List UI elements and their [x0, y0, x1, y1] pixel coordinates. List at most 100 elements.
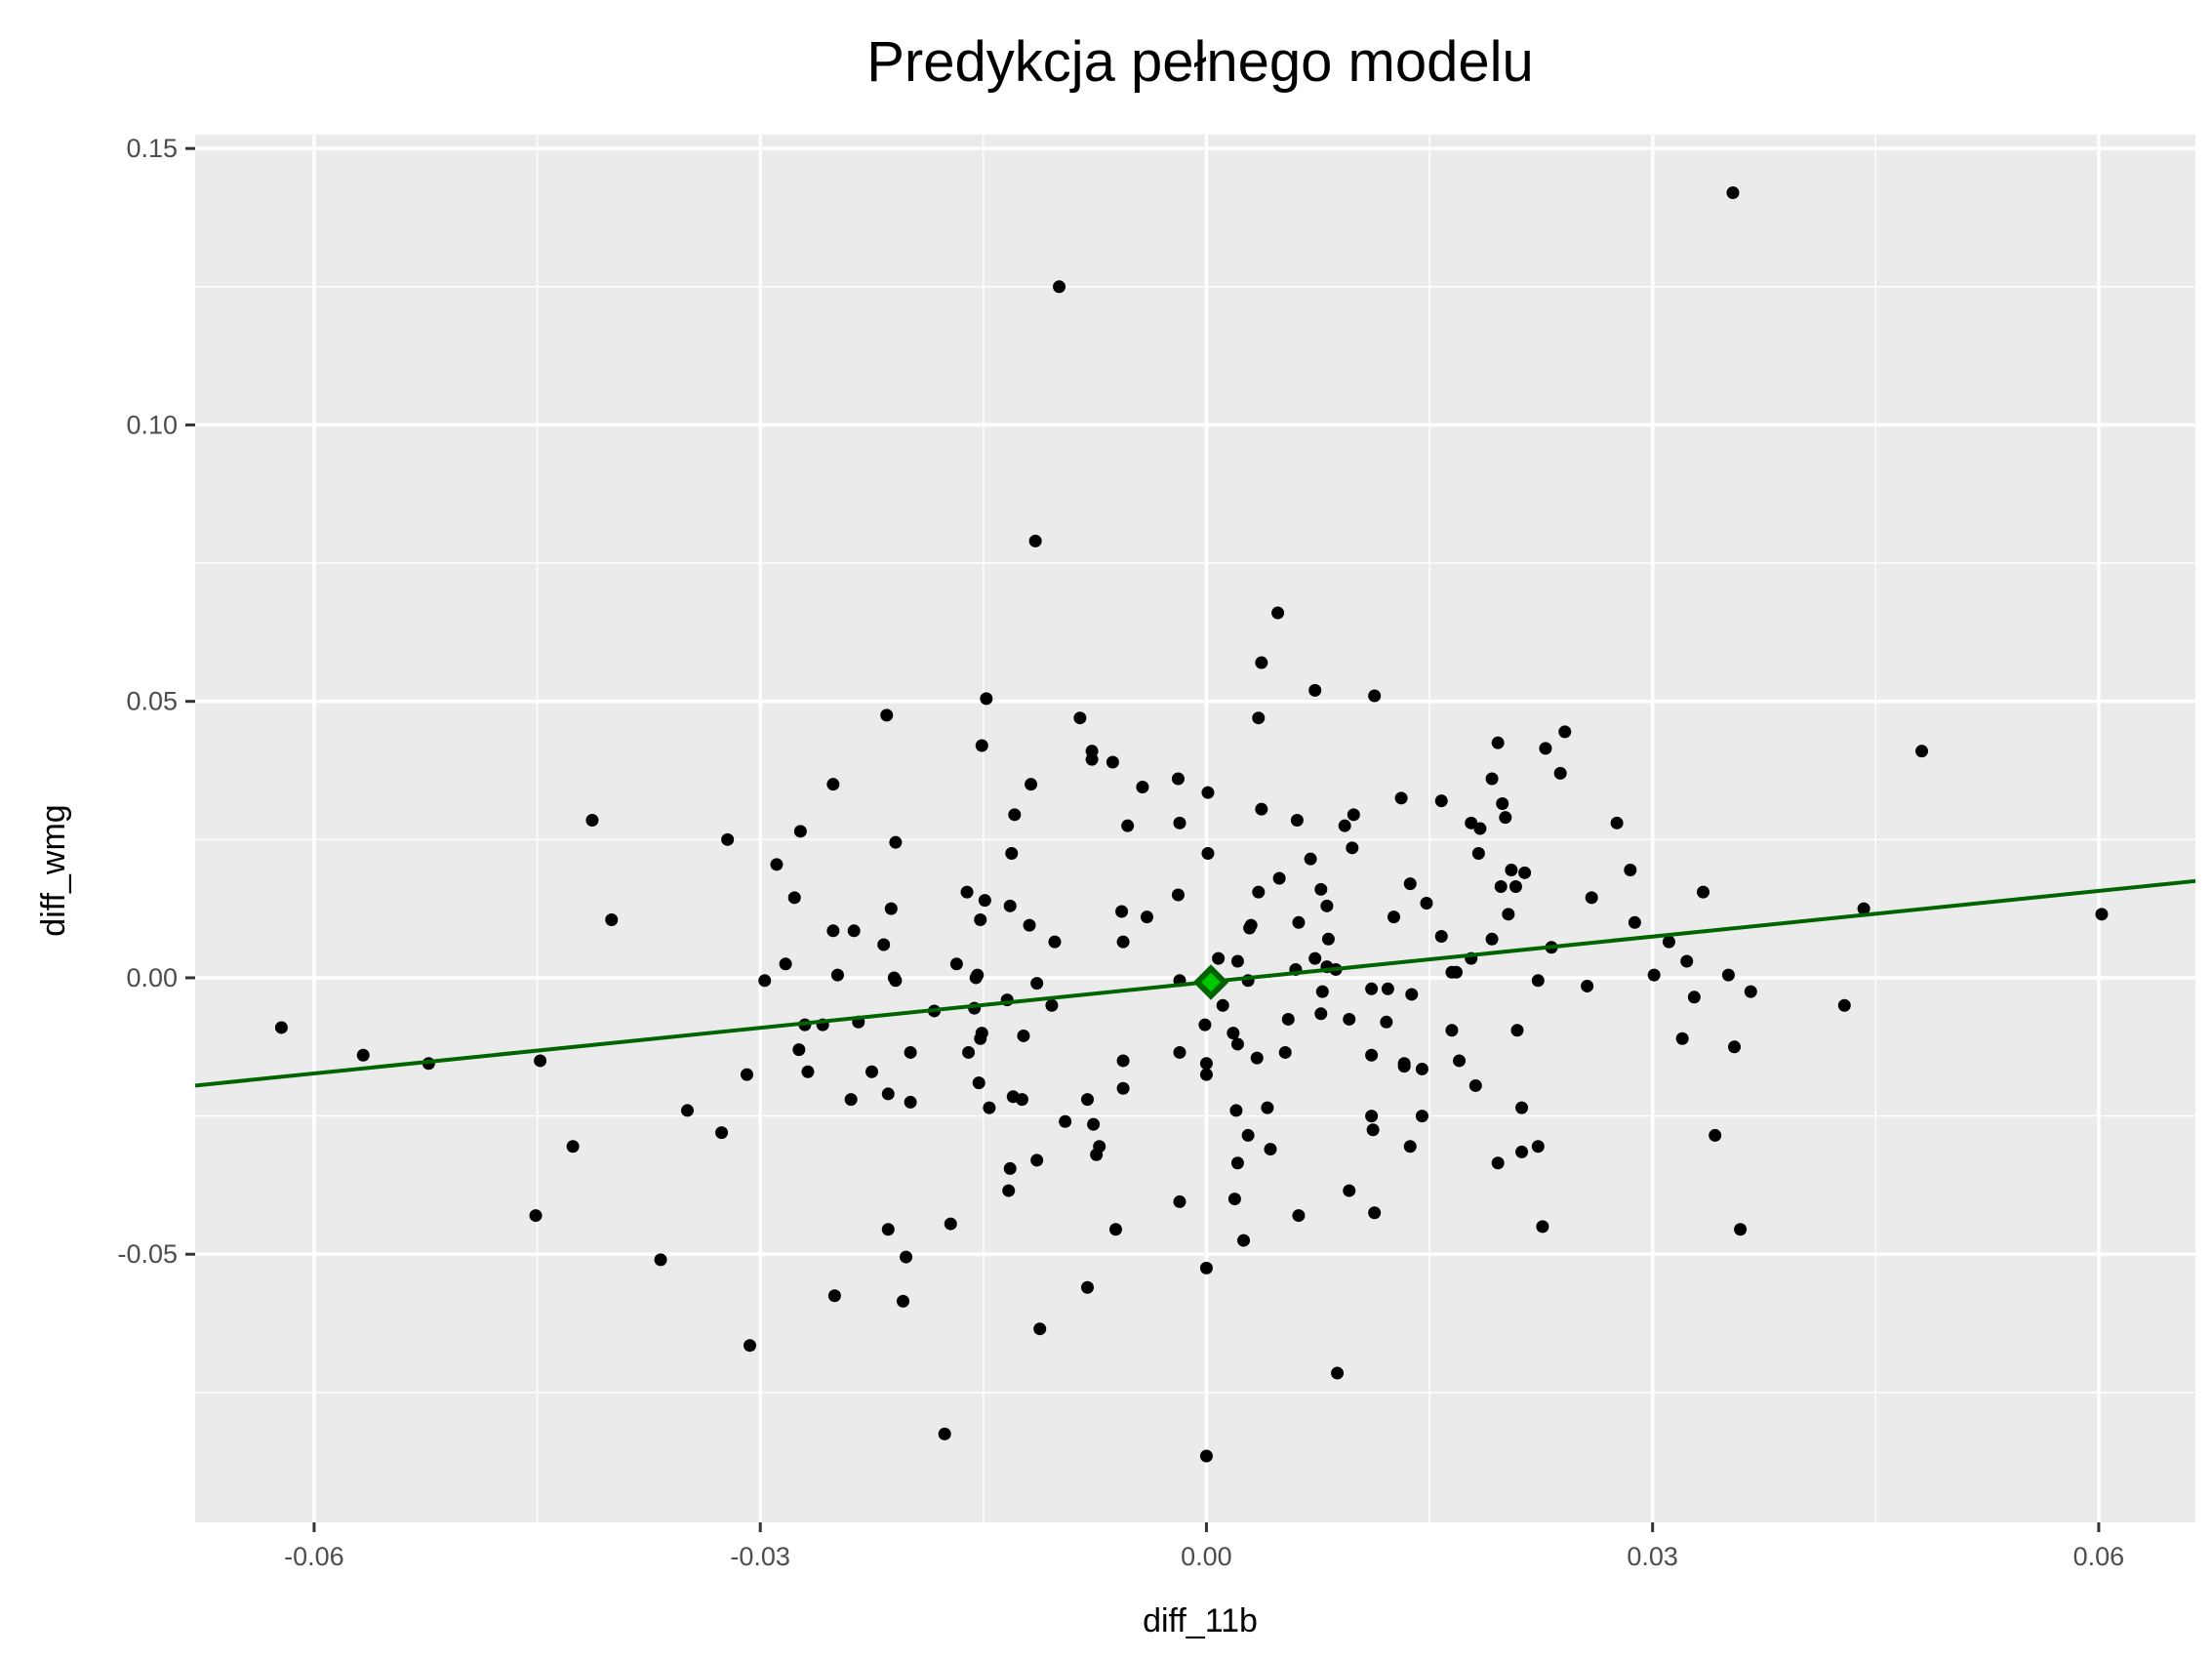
data-point: [1314, 1007, 1328, 1021]
data-point: [1403, 1140, 1417, 1153]
data-point: [1709, 1128, 1722, 1142]
data-point: [938, 1427, 951, 1440]
data-point: [904, 1095, 917, 1109]
data-point: [1397, 1060, 1411, 1073]
minor-grid: [195, 135, 2195, 1522]
chart-title: Predykcja pełnego modelu: [866, 30, 1534, 94]
data-point: [1380, 1015, 1393, 1029]
data-point: [534, 1054, 547, 1068]
data-point: [274, 1021, 288, 1034]
data-point: [830, 968, 844, 982]
data-point: [1173, 816, 1186, 830]
data-point: [1108, 1223, 1122, 1236]
data-point: [758, 974, 772, 988]
data-point: [1445, 1024, 1459, 1037]
data-point: [1314, 882, 1328, 896]
data-point: [1680, 954, 1694, 968]
data-point: [1471, 846, 1485, 860]
data-point: [1230, 1037, 1244, 1051]
data-point: [1675, 1032, 1689, 1045]
y-tick-label: 0.00: [126, 963, 178, 992]
data-point: [847, 924, 861, 938]
data-point: [792, 1043, 806, 1057]
data-point: [1173, 1045, 1186, 1059]
data-point: [1252, 711, 1266, 725]
data-point: [721, 832, 735, 846]
data-point: [881, 1223, 895, 1236]
data-point: [1201, 786, 1215, 799]
x-tick-label: 0.00: [1181, 1542, 1232, 1571]
data-point: [972, 1076, 985, 1090]
data-point: [1272, 871, 1286, 885]
data-point: [1292, 1209, 1306, 1223]
data-point: [1003, 1161, 1017, 1175]
data-point: [1624, 863, 1637, 876]
data-point: [787, 891, 801, 905]
data-point: [1485, 932, 1499, 946]
data-point: [1365, 1048, 1379, 1062]
data-point: [1080, 1093, 1094, 1107]
data-point: [1468, 1078, 1482, 1092]
data-point: [1434, 929, 1448, 943]
data-point: [1252, 885, 1266, 899]
data-point: [1015, 1093, 1028, 1107]
data-point: [1343, 1012, 1356, 1026]
data-point: [1304, 852, 1317, 866]
data-point: [1053, 280, 1066, 294]
data-point: [1343, 1184, 1356, 1197]
data-point: [1394, 791, 1408, 805]
data-point: [1453, 1054, 1467, 1068]
data-point: [1531, 974, 1545, 988]
data-point: [1365, 1110, 1379, 1123]
data-point: [1227, 1193, 1241, 1206]
data-point: [1229, 1104, 1243, 1117]
data-point: [1585, 891, 1598, 905]
data-point: [1403, 877, 1417, 891]
data-point: [884, 902, 898, 915]
data-point: [1198, 1018, 1212, 1032]
data-point: [1721, 968, 1735, 982]
data-point: [801, 1065, 815, 1078]
data-point: [1025, 778, 1038, 791]
data-point: [1321, 932, 1335, 946]
data-point: [974, 912, 987, 926]
data-point: [1558, 725, 1572, 739]
data-point: [1230, 1156, 1244, 1170]
data-point: [1048, 935, 1062, 949]
x-axis-title: diff_11b: [1143, 1602, 1258, 1639]
data-point: [1106, 755, 1119, 769]
data-point: [1485, 772, 1499, 786]
data-point: [1030, 977, 1044, 991]
data-point: [1647, 968, 1661, 982]
data-point: [770, 858, 784, 871]
data-point: [827, 1289, 841, 1303]
data-point: [1115, 905, 1129, 918]
data-point: [1201, 846, 1215, 860]
data-point: [975, 739, 988, 752]
data-point: [1473, 822, 1487, 835]
data-point: [1136, 781, 1149, 794]
data-point: [1005, 846, 1019, 860]
data-point: [1494, 879, 1508, 893]
data-point: [1347, 808, 1360, 822]
data-point: [529, 1209, 543, 1223]
data-point: [1030, 1153, 1044, 1167]
data-point: [585, 814, 599, 828]
data-point: [1415, 1062, 1428, 1075]
data-point: [566, 1140, 580, 1153]
data-point: [1250, 1051, 1264, 1065]
data-point: [1508, 879, 1522, 893]
data-point: [881, 1087, 895, 1101]
data-point: [889, 974, 903, 988]
data-point: [900, 1250, 913, 1264]
data-point: [1531, 1140, 1545, 1153]
data-point: [1171, 772, 1185, 786]
data-point: [1002, 1184, 1016, 1197]
data-point: [844, 1093, 858, 1107]
data-point: [1003, 899, 1017, 912]
data-point: [1017, 1029, 1030, 1042]
data-point: [1346, 841, 1359, 855]
data-point: [1496, 797, 1509, 811]
data-point: [779, 957, 792, 971]
data-point: [1085, 752, 1099, 766]
